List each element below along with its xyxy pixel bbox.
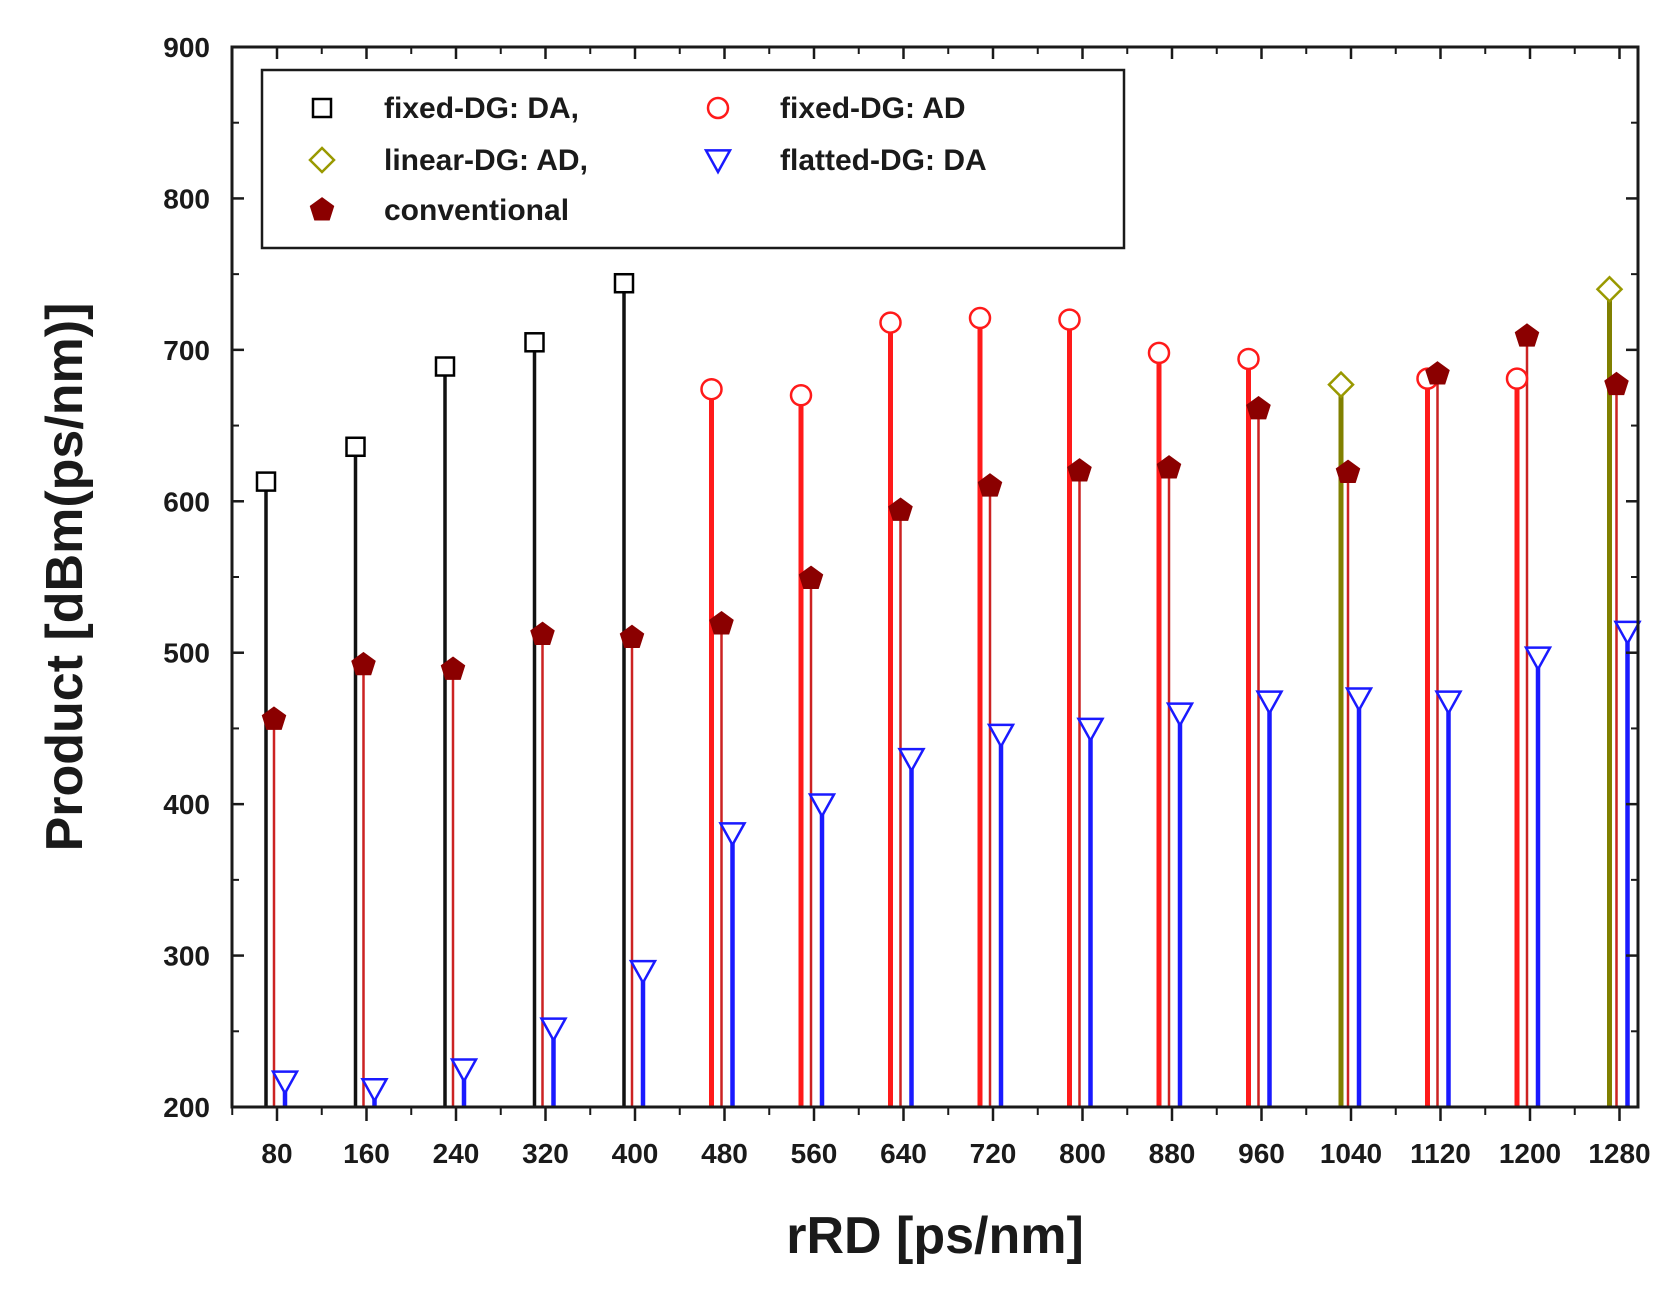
point-circle-880 (1147, 341, 1171, 365)
point-pentagon-880 (1156, 455, 1182, 479)
y-tick-label: 700 (163, 335, 210, 366)
x-tick-label: 320 (522, 1138, 569, 1169)
point-square-400 (613, 272, 635, 294)
legend-marker-square (311, 97, 333, 119)
point-diamond-1040 (1327, 370, 1355, 399)
point-pentagon-400 (619, 624, 645, 649)
x-tick-label: 1280 (1588, 1138, 1650, 1169)
x-tick-label: 160 (343, 1138, 390, 1169)
point-circle-640 (879, 311, 902, 334)
y-tick-label: 500 (163, 638, 210, 669)
legend-marker-diamond (308, 146, 336, 174)
point-pentagon-1280 (1604, 371, 1629, 396)
x-tick-label: 240 (433, 1138, 480, 1169)
x-axis-title: rRD [ps/nm] (786, 1207, 1084, 1265)
y-tick-label: 400 (163, 789, 210, 820)
x-tick-label: 960 (1238, 1138, 1285, 1169)
x-tick-label: 880 (1149, 1138, 1196, 1169)
y-tick-label: 300 (163, 941, 210, 972)
y-tick-label: 800 (163, 183, 210, 214)
point-square-320 (524, 332, 545, 353)
point-pentagon-80 (261, 706, 287, 730)
point-circle-960 (1237, 347, 1260, 371)
legend-marker-triangle-down (703, 149, 733, 175)
point-pentagon-480 (709, 610, 734, 635)
point-triangle-down-80 (270, 1070, 300, 1096)
point-triangle-down-960 (1255, 690, 1284, 716)
point-triangle-down-400 (628, 959, 658, 986)
legend-label: conventional (384, 194, 569, 227)
point-square-160 (345, 436, 366, 458)
legend-label: linear-DG: AD, (384, 144, 588, 177)
point-square-80 (255, 471, 277, 492)
point-diamond-1280 (1595, 275, 1624, 304)
point-triangle-down-640 (897, 747, 926, 774)
point-triangle-down-320 (539, 1017, 568, 1043)
point-pentagon-1040 (1335, 459, 1361, 483)
point-circle-720 (968, 306, 992, 330)
y-tick-label: 600 (163, 486, 210, 517)
point-circle-480 (700, 377, 723, 401)
y-tick-label: 200 (163, 1092, 210, 1123)
point-triangle-down-800 (1076, 717, 1105, 744)
legend-marker-pentagon (309, 197, 335, 221)
y-tick-label: 900 (163, 32, 210, 63)
x-tick-label: 480 (701, 1138, 748, 1169)
point-square-240 (434, 356, 456, 377)
point-triangle-down-880 (1165, 702, 1195, 728)
point-triangle-down-720 (986, 723, 1016, 750)
point-circle-1200 (1505, 367, 1529, 390)
x-tick-label: 640 (880, 1138, 927, 1169)
point-circle-800 (1058, 308, 1081, 331)
legend-label: flatted-DG: DA (780, 144, 987, 177)
point-pentagon-240 (440, 656, 466, 680)
labels-layer: 200 300 400 500 600 700 800 900 80 160 240 320 400 48… (163, 32, 1650, 1169)
point-pentagon-720 (977, 473, 1003, 497)
point-pentagon-320 (530, 621, 555, 646)
y-axis-title: Product [dBm(ps/nm)] (36, 303, 94, 852)
point-pentagon-560 (798, 565, 824, 589)
point-triangle-down-1040 (1344, 687, 1374, 713)
point-triangle-down-1280 (1613, 620, 1642, 647)
markers-layer (255, 272, 1642, 1104)
point-triangle-down-160 (360, 1077, 389, 1104)
legend-box (260, 68, 1126, 250)
x-tick-label: 720 (970, 1138, 1017, 1169)
point-pentagon-800 (1067, 458, 1092, 482)
x-tick-label: 1120 (1410, 1138, 1471, 1169)
point-triangle-down-480 (718, 822, 747, 848)
point-pentagon-160 (351, 651, 376, 676)
point-triangle-down-560 (807, 793, 837, 819)
point-triangle-down-1120 (1434, 690, 1463, 716)
x-tick-label: 400 (612, 1138, 659, 1169)
stems-layer (264, 283, 1630, 1107)
x-tick-label: 80 (261, 1138, 292, 1169)
legend-marker-circle (706, 96, 730, 120)
point-triangle-down-1200 (1523, 646, 1553, 672)
point-circle-560 (789, 384, 813, 407)
legend-label: fixed-DG: AD (780, 92, 966, 125)
point-pentagon-640 (888, 497, 913, 521)
ticks-layer (231, 45, 1638, 1121)
legend: fixed-DG: DA, fixed-DG: AD linear-DG: AD, f… (260, 68, 1126, 250)
x-tick-label: 1040 (1320, 1138, 1382, 1169)
legend-label: fixed-DG: DA, (384, 92, 579, 125)
point-triangle-down-240 (449, 1058, 479, 1084)
x-tick-label: 1200 (1499, 1138, 1561, 1169)
point-pentagon-1200 (1514, 323, 1540, 347)
point-pentagon-960 (1246, 395, 1271, 420)
point-pentagon-1120 (1425, 361, 1450, 385)
x-tick-label: 560 (791, 1138, 838, 1169)
x-tick-label: 800 (1059, 1138, 1106, 1169)
